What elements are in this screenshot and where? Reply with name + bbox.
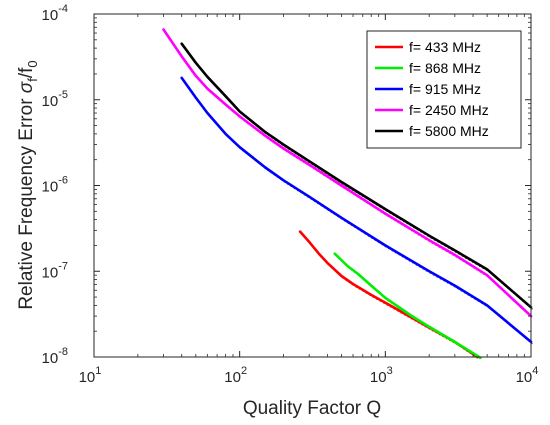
series-layer — [162, 28, 533, 361]
legend-label-4: f= 5800 MHz — [409, 123, 489, 139]
y-axis-label-slash-f: /f — [16, 67, 37, 78]
x-tick-label-2: 103 — [370, 365, 393, 386]
series-2-line — [180, 76, 533, 344]
legend: f= 433 MHz f= 868 MHz f= 915 MHz f= 2450 MH… — [366, 30, 522, 149]
x-tick-label-0: 101 — [79, 365, 102, 386]
y-axis-label: Relative Frequency Error σf/f0 — [16, 60, 40, 309]
legend-label-2: f= 915 MHz — [409, 81, 481, 97]
y-tick-label-1: 10-7 — [42, 260, 68, 281]
y-axis-label-sub-f: f — [25, 78, 40, 82]
series-4-line — [180, 42, 533, 309]
legend-label-1: f= 868 MHz — [409, 60, 481, 76]
y-tick-label-0: 10-8 — [42, 346, 68, 367]
y-axis-label-sub-0: 0 — [25, 60, 40, 67]
legend-label-0: f= 433 MHz — [409, 39, 481, 55]
legend-label-3: f= 2450 MHz — [409, 102, 489, 118]
y-axis-label-sigma: σ — [16, 80, 37, 93]
y-axis-label-text: Relative Frequency Error — [16, 93, 37, 309]
x-tick-label-3: 104 — [516, 365, 539, 386]
tick-layer: 101 102 103 104 10-8 10-7 10-6 10-5 10-4 — [42, 3, 539, 386]
x-axis-label: Quality Factor Q — [243, 398, 381, 419]
series-3-line — [162, 28, 533, 318]
series-1-line — [333, 252, 482, 360]
y-tick-label-4: 10-4 — [42, 3, 68, 24]
y-tick-label-2: 10-6 — [42, 175, 68, 196]
x-tick-label-1: 102 — [224, 365, 247, 386]
y-tick-label-3: 10-5 — [42, 89, 68, 110]
